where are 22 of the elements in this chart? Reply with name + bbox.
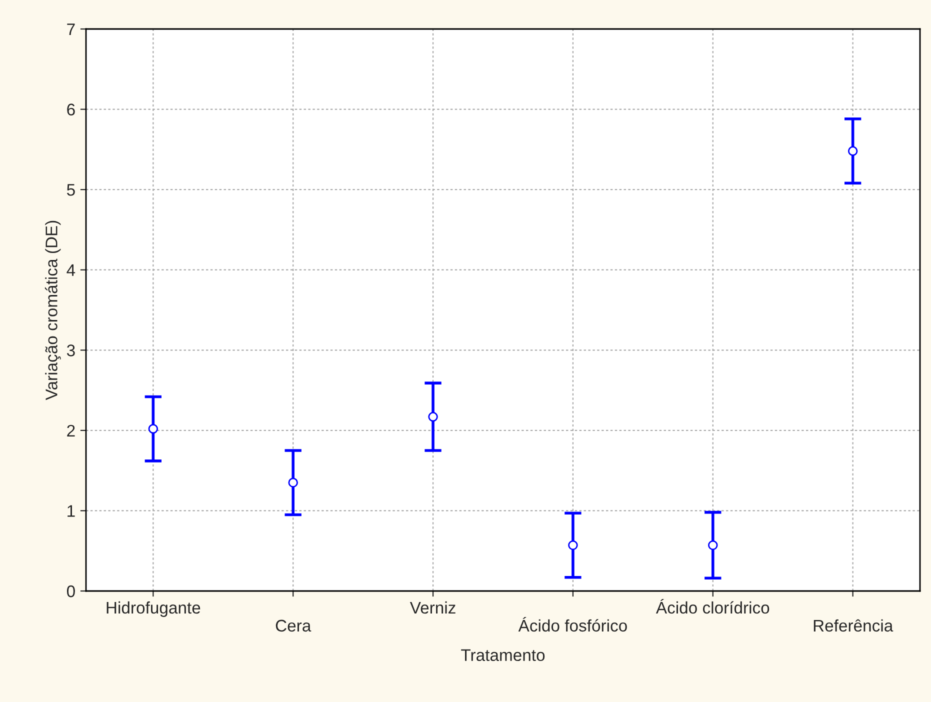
point (148, 424, 158, 434)
y-tick-label: 4 (66, 264, 76, 276)
y-tick-label: 1 (68, 505, 75, 517)
point (568, 540, 578, 550)
y-tick-label: 6 (67, 104, 75, 116)
y-tick-label: 0 (66, 585, 75, 598)
x-tick-label: Verniz (410, 601, 456, 614)
x-tick-label: Cera (276, 620, 312, 632)
x-tick-label: Ácido clorídrico (656, 599, 770, 614)
y-axis-title: Variação cromática (DE) (44, 220, 61, 400)
point (428, 412, 438, 422)
x-axis-title: Tratamento (461, 649, 545, 662)
y-tick-label: 2 (67, 424, 75, 436)
y-tick-label: 3 (66, 344, 75, 356)
point (848, 146, 858, 156)
point (288, 478, 298, 488)
point (708, 540, 718, 550)
y-tick-label: 7 (67, 24, 75, 36)
x-tick-label: Ácido fosfórico (518, 616, 627, 632)
y-tick-label: 5 (66, 184, 75, 196)
x-tick-label: Hidrofugante (106, 601, 200, 617)
x-tick-label: Referência (814, 619, 894, 632)
